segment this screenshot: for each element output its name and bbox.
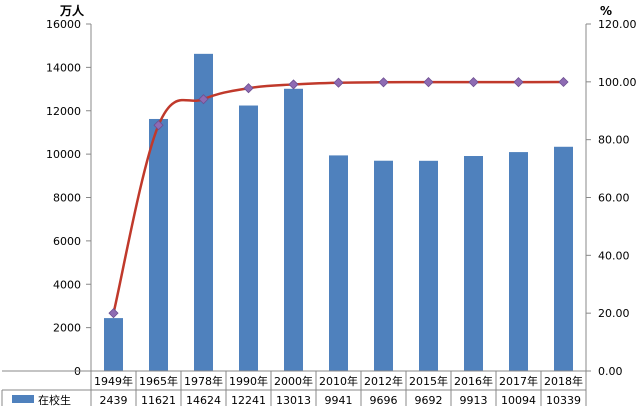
category-label: 1949年	[94, 374, 133, 388]
left-axis-tick-label: 12000	[46, 105, 81, 118]
category-label: 2018年	[544, 374, 583, 388]
left-axis-tick-label: 16000	[46, 18, 81, 31]
line-point	[378, 77, 389, 88]
line-point	[198, 94, 209, 105]
data-table: 1949年 1965年 1978年 1990年 2000年 2010年 2012年 2015年…	[1, 370, 587, 406]
right-axis-tick-label: 40.00	[598, 249, 630, 262]
line-point	[468, 77, 479, 88]
right-axis-tick-label: 20.00	[598, 307, 630, 320]
bar	[374, 160, 393, 371]
bar	[464, 156, 483, 371]
bar	[329, 155, 348, 371]
table-value: 10094	[501, 394, 536, 406]
line-point	[288, 79, 299, 90]
right-axis: 0.00 20.00 40.00 60.00 80.00 100.00 120.00%	[585, 4, 637, 378]
right-axis-tick-label: 120.00	[598, 18, 637, 31]
category-label: 2010年	[319, 374, 358, 388]
right-axis-unit: %	[600, 4, 612, 18]
line-point	[108, 308, 119, 319]
left-axis-tick-label: 10000	[46, 148, 81, 161]
right-axis-tick-label: 100.00	[598, 76, 637, 89]
bar	[284, 88, 303, 371]
category-label: 2017年	[499, 374, 538, 388]
right-axis-tick-label: 80.00	[598, 134, 630, 147]
bar	[194, 53, 213, 371]
legend-swatch	[12, 395, 34, 403]
table-value: 14624	[186, 394, 221, 406]
table-value: 9941	[325, 394, 353, 406]
bar	[554, 146, 573, 371]
left-axis-unit: 万人	[59, 3, 85, 18]
category-label: 2000年	[274, 374, 313, 388]
line-series	[108, 76, 569, 319]
bar	[509, 152, 528, 371]
left-axis-tick-label: 8000	[53, 192, 81, 205]
category-label: 1990年	[229, 374, 268, 388]
bar	[419, 160, 438, 371]
right-axis-tick-label: 60.00	[598, 192, 630, 205]
table-value: 2439	[100, 394, 128, 406]
line-point	[333, 77, 344, 88]
line-point	[558, 76, 569, 88]
category-label: 1965年	[139, 374, 178, 388]
category-label: 2015年	[409, 374, 448, 388]
bar-series	[104, 53, 573, 371]
bar	[239, 105, 258, 371]
table-value: 12241	[231, 394, 266, 406]
left-axis-tick-label: 2000	[53, 322, 81, 335]
table-value: 11621	[141, 394, 176, 406]
category-label: 2016年	[454, 374, 493, 388]
line-point	[243, 83, 254, 94]
line-point	[153, 120, 164, 131]
category-label: 2012年	[364, 374, 403, 388]
table-value: 9692	[415, 394, 443, 406]
left-axis-tick-label: 4000	[53, 278, 81, 291]
legend-label: 在校生	[38, 393, 71, 406]
table-value: 9696	[370, 394, 398, 406]
table-value: 9913	[460, 394, 488, 406]
bar	[104, 318, 123, 371]
line-point	[513, 77, 524, 88]
line-path	[112, 80, 564, 314]
category-label: 1978年	[184, 374, 223, 388]
left-axis-tick-label: 14000	[46, 61, 81, 74]
bar	[149, 118, 168, 371]
table-value: 13013	[276, 394, 311, 406]
right-axis-tick-label: 0.00	[598, 365, 623, 378]
left-axis: 0200040006000800010000120001400016000万人	[46, 3, 92, 378]
table-value: 10339	[546, 394, 581, 406]
line-point	[423, 77, 434, 88]
left-axis-tick-label: 6000	[53, 235, 81, 248]
